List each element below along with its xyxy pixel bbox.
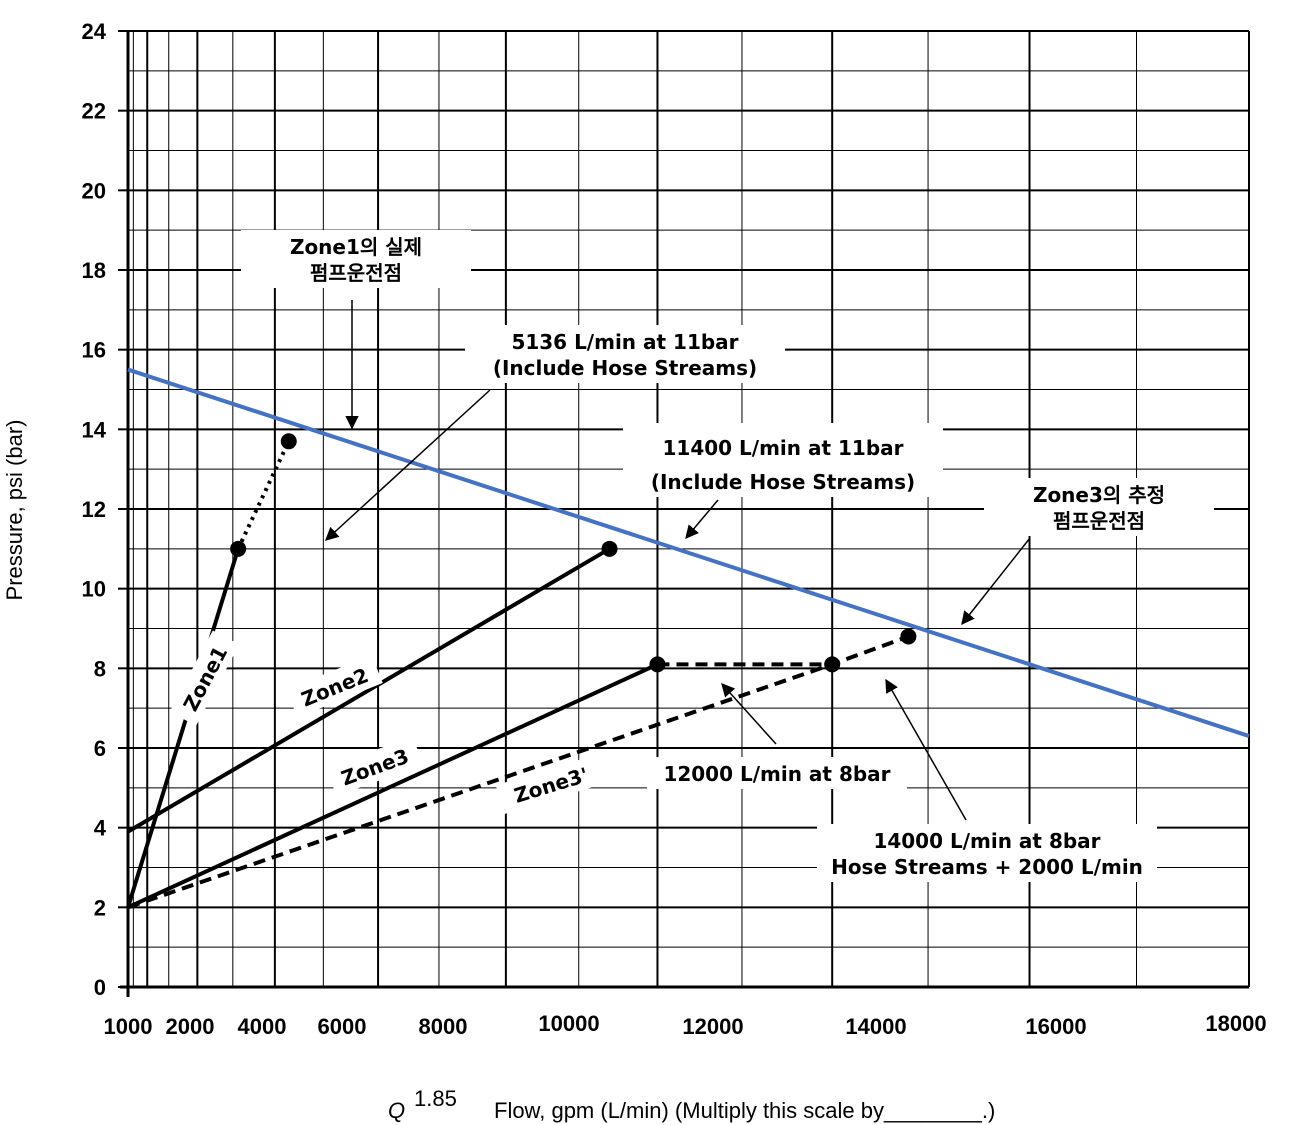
- series-line: [236, 440, 291, 550]
- x-tick-label: 1000: [104, 1014, 153, 1039]
- annotation-arrow: [325, 389, 491, 541]
- y-tick-label: 20: [82, 178, 106, 203]
- annotation-arrow: [961, 537, 1031, 626]
- annotation-arrow: [885, 678, 967, 821]
- y-tick-label: 18: [82, 258, 106, 283]
- annotation-text: 펌프운전점: [310, 261, 402, 285]
- y-axis-label: Pressure, psi (bar): [2, 420, 27, 601]
- annotation-box: [465, 325, 785, 383]
- x-tick-label: 2000: [166, 1014, 215, 1039]
- annotation-text: 펌프운전점: [1053, 509, 1145, 533]
- x-tick-label: 10000: [538, 1011, 599, 1036]
- x-axis-q: Q: [388, 1098, 405, 1123]
- annotation-arrow: [721, 682, 777, 745]
- x-tick-label: 14000: [845, 1014, 906, 1039]
- y-tick-label: 0: [94, 975, 106, 1000]
- annotation-box: [647, 757, 907, 789]
- series-line: [127, 367, 1250, 738]
- annotation-text: 11400 L/min at 11bar: [662, 436, 903, 460]
- series-lines: [126, 367, 1250, 910]
- annotation-box: [984, 478, 1214, 536]
- data-point: [280, 433, 297, 450]
- x-tick-label: 18000: [1205, 1011, 1266, 1036]
- data-points: [230, 433, 917, 673]
- y-tick-label: 8: [94, 656, 106, 681]
- data-point: [900, 628, 917, 645]
- data-point: [230, 540, 247, 557]
- y-tick-label: 22: [82, 99, 106, 124]
- y-tick-label: 2: [94, 895, 106, 920]
- data-point: [601, 540, 618, 557]
- x-axis-label: Flow, gpm (L/min) (Multiply this scale b…: [494, 1098, 995, 1123]
- y-tick-label: 16: [82, 338, 106, 363]
- x-tick-label: 4000: [238, 1014, 287, 1039]
- annotation-text: 14000 L/min at 8bar: [873, 829, 1100, 853]
- x-tick-label: 16000: [1025, 1014, 1086, 1039]
- annotation-box: [241, 230, 471, 288]
- annotation-box: [623, 423, 943, 497]
- y-tick-label: 4: [94, 816, 107, 841]
- annotation-text: Zone1의 실제: [290, 235, 422, 259]
- x-tick-label: 6000: [318, 1014, 367, 1039]
- annotation-box: [817, 824, 1157, 882]
- annotation-text: Zone3의 추정: [1033, 483, 1165, 507]
- series-line: [127, 662, 659, 910]
- y-tick-label: 24: [82, 19, 107, 44]
- x-tick-label: 12000: [682, 1014, 743, 1039]
- y-tick-label: 14: [82, 417, 107, 442]
- y-tick-label: 10: [82, 577, 106, 602]
- series-line: [126, 548, 241, 908]
- x-axis-q-exponent: 1.85: [414, 1086, 457, 1111]
- annotation-text: 12000 L/min at 8bar: [663, 762, 890, 786]
- zone-label: Zone3: [326, 736, 423, 797]
- annotation-text: Hose Streams + 2000 L/min: [831, 855, 1143, 879]
- series-line: [126, 547, 611, 834]
- y-tick-label: 6: [94, 736, 106, 761]
- annotation-text: (Include Hose Streams): [493, 356, 757, 380]
- annotation-text: (Include Hose Streams): [651, 470, 915, 494]
- annotation-text: 5136 L/min at 11bar: [511, 330, 738, 354]
- x-tick-label: 8000: [419, 1014, 468, 1039]
- data-point: [824, 656, 841, 673]
- zone-label: Zone1: [169, 630, 240, 726]
- y-tick-label: 12: [82, 497, 106, 522]
- annotation-arrow: [685, 499, 719, 540]
- data-point: [649, 656, 666, 673]
